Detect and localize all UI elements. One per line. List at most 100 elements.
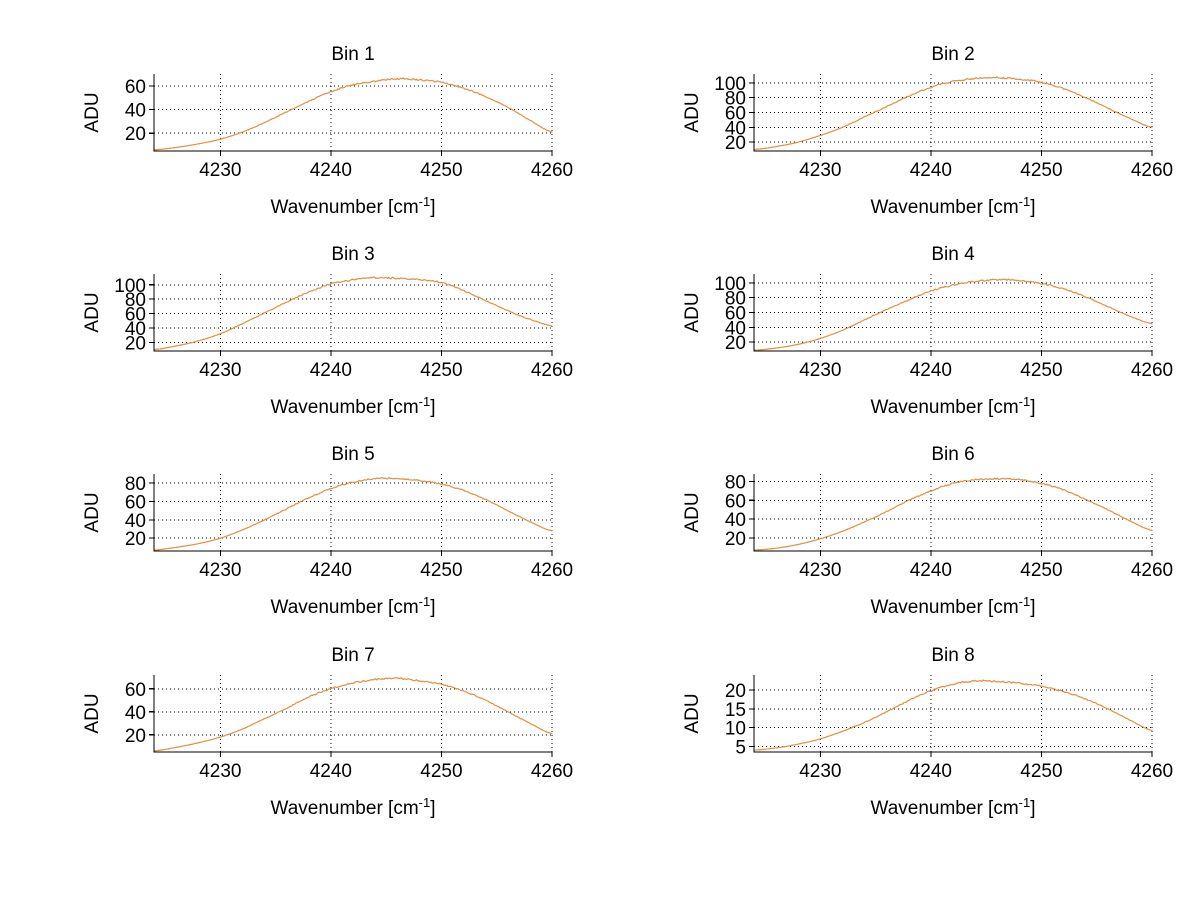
data-series-noise: [153, 77, 553, 151]
axis-spines: [153, 675, 552, 753]
data-series-line: [153, 477, 553, 551]
y-axis-label: ADU: [82, 693, 103, 733]
y-tick-label: 100: [714, 74, 746, 95]
y-tick-label: 100: [714, 274, 746, 295]
y-axis-label: ADU: [82, 92, 103, 132]
data-series-noise: [753, 76, 1153, 151]
data-series-noise: [153, 677, 553, 752]
x-tick-label: 4240: [310, 160, 352, 181]
chart-panel-bin-8: Bin 8 4230 4240 4250 4260 5 10 15 20 ADU Wavenumbe…: [658, 641, 1200, 844]
data-series-line: [153, 677, 553, 752]
panel-title: Bin 1: [331, 44, 374, 65]
y-tick-label: 80: [725, 473, 746, 494]
x-tick-label: 4240: [910, 761, 952, 782]
chart-panel-bin-6: Bin 6 4230 4240 4250 4260 20 40 60 80 ADU Wavenumb…: [658, 440, 1200, 643]
x-axis-label: Wavenumber [cm-1]: [270, 594, 435, 618]
y-tick-label: 20: [125, 529, 146, 550]
y-tick-label: 20: [125, 333, 146, 354]
y-tick-label: 60: [125, 305, 146, 326]
y-axis-label: ADU: [682, 492, 703, 532]
y-tick-label: 80: [125, 290, 146, 311]
x-tick-label: 4260: [531, 160, 573, 181]
x-tick-label: 4240: [310, 560, 352, 581]
y-tick-label: 60: [725, 104, 746, 125]
x-axis-label: Wavenumber [cm-1]: [270, 194, 435, 218]
y-tick-label: 20: [725, 133, 746, 154]
x-tick-label: 4260: [1131, 160, 1173, 181]
axis-spines: [753, 74, 1152, 152]
x-tick-label: 4230: [199, 160, 241, 181]
x-tick-label: 4250: [420, 160, 462, 181]
x-axis-label: Wavenumber [cm-1]: [870, 594, 1035, 618]
y-tick-label: 80: [125, 474, 146, 495]
x-tick-label: 4250: [1020, 560, 1062, 581]
x-tick-label: 4260: [1131, 560, 1173, 581]
x-tick-label: 4260: [531, 360, 573, 381]
data-series-noise: [753, 278, 1153, 351]
y-tick-label: 80: [725, 289, 746, 310]
axis-spines: [753, 274, 1152, 352]
x-tick-label: 4240: [310, 360, 352, 381]
y-tick-label: 20: [125, 726, 146, 747]
data-series-noise: [153, 477, 553, 551]
panel-title: Bin 3: [331, 244, 374, 265]
x-tick-label: 4230: [199, 761, 241, 782]
x-axis-label: Wavenumber [cm-1]: [270, 795, 435, 819]
x-tick-label: 4230: [199, 560, 241, 581]
axis-spines: [153, 274, 552, 352]
y-tick-label: 10: [725, 719, 746, 740]
y-axis-label: ADU: [682, 693, 703, 733]
y-tick-label: 40: [725, 510, 746, 531]
x-tick-label: 4240: [310, 761, 352, 782]
chart-panel-bin-7: Bin 7 4230 4240 4250 4260 20 40 60 ADU Wavenumber…: [58, 641, 618, 844]
x-tick-label: 4260: [531, 761, 573, 782]
data-series-line: [753, 76, 1153, 151]
x-tick-label: 4260: [1131, 761, 1173, 782]
y-axis-label: ADU: [82, 492, 103, 532]
chart-panel-bin-1: Bin 1 4230 4240 4250 4260 20 40 60 ADU Wavenumber…: [58, 40, 618, 243]
y-tick-label: 20: [725, 333, 746, 354]
y-axis-label: ADU: [82, 292, 103, 332]
chart-panel-bin-4: Bin 4 4230 4240 4250 4260 20 40 60 80 100 ADU Waven…: [658, 240, 1200, 443]
x-axis-label: Wavenumber [cm-1]: [870, 795, 1035, 819]
x-axis-label: Wavenumber [cm-1]: [870, 394, 1035, 418]
axis-spines: [153, 474, 552, 552]
x-tick-label: 4240: [910, 560, 952, 581]
panel-title: Bin 5: [331, 444, 374, 465]
axis-spines: [753, 474, 1152, 552]
axis-spines: [153, 74, 552, 152]
y-tick-label: 20: [125, 124, 146, 145]
x-tick-label: 4230: [199, 360, 241, 381]
x-tick-label: 4250: [1020, 761, 1062, 782]
y-tick-label: 40: [125, 511, 146, 532]
data-series-line: [753, 477, 1153, 551]
panel-title: Bin 4: [931, 244, 975, 265]
chart-panel-bin-3: Bin 3 4230 4240 4250 4260 20 40 60 80 100 ADU Waven…: [58, 240, 618, 443]
chart-panel-bin-5: Bin 5 4230 4240 4250 4260 20 40 60 80 ADU Wavenumb…: [58, 440, 618, 643]
data-series-line: [753, 278, 1153, 351]
x-tick-label: 4250: [420, 360, 462, 381]
panel-title: Bin 8: [931, 645, 974, 666]
x-tick-label: 4240: [910, 160, 952, 181]
chart-panel-bin-2: Bin 2 4230 4240 4250 4260 20 40 60 80 100 ADU Waven…: [658, 40, 1200, 243]
y-tick-label: 40: [125, 319, 146, 340]
x-tick-label: 4240: [910, 360, 952, 381]
data-series-line: [153, 77, 553, 151]
panel-title: Bin 6: [931, 444, 974, 465]
data-series-noise: [753, 477, 1153, 551]
y-tick-label: 40: [725, 318, 746, 339]
x-tick-label: 4250: [420, 560, 462, 581]
y-tick-label: 100: [114, 276, 146, 297]
panel-title: Bin 7: [331, 645, 374, 666]
data-series-line: [753, 679, 1153, 751]
x-tick-label: 4230: [799, 360, 841, 381]
panel-title: Bin 2: [931, 44, 974, 65]
y-tick-label: 80: [725, 89, 746, 110]
y-tick-label: 20: [725, 681, 746, 702]
data-series-noise: [153, 276, 553, 351]
x-tick-label: 4230: [799, 560, 841, 581]
y-tick-label: 60: [125, 680, 146, 701]
y-tick-label: 40: [125, 703, 146, 724]
data-series-noise: [753, 679, 1153, 751]
